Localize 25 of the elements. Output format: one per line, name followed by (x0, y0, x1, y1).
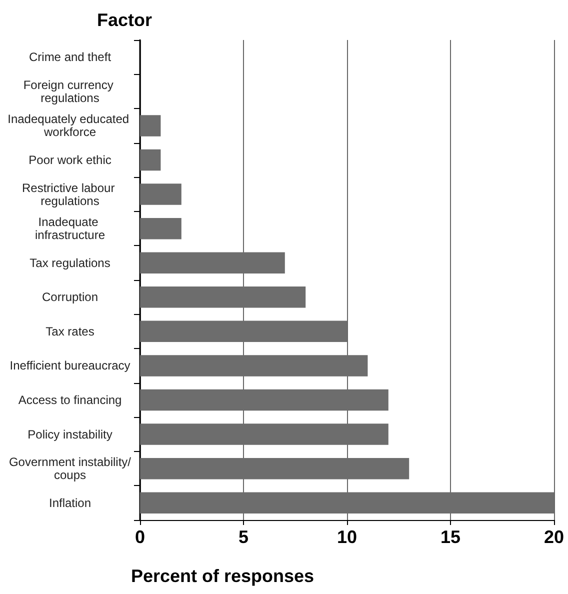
y-tick-label: Tax rates (46, 324, 94, 338)
bar (140, 218, 182, 240)
y-tick-label: Inadequate infrastructure (34, 215, 106, 242)
bar (140, 149, 161, 171)
y-tick-label: Access to financing (18, 393, 122, 407)
y-tick-label: Inflation (48, 496, 92, 510)
bar (140, 184, 182, 205)
y-tick-label: Crime and theft (28, 50, 112, 64)
y-tick-label: Restrictive labour regulations (22, 180, 118, 208)
x-tick-label: 20 (544, 527, 564, 547)
bar (140, 115, 161, 136)
x-tick-label: 15 (440, 527, 461, 547)
x-tick-label: 5 (238, 527, 249, 547)
y-tick-label: Inefficient bureaucracy (10, 358, 130, 373)
x-tick-label: 0 (134, 527, 146, 547)
y-tick-label: Tax regulations (30, 256, 110, 270)
y-axis-title: Factor (97, 10, 152, 30)
y-tick-label: Policy instability (28, 427, 112, 442)
y-tick-label: Government instability/coups (8, 455, 132, 482)
x-tick-label: 10 (336, 527, 358, 547)
x-axis-title: Percent of responses (131, 566, 314, 586)
y-tick-label: Corruption (42, 290, 98, 304)
y-tick-label: Poor work ethic (28, 153, 112, 167)
y-tick-label: Inadequately educated workforce (8, 112, 132, 140)
y-tick-label: Foreign currency regulations (23, 78, 117, 105)
